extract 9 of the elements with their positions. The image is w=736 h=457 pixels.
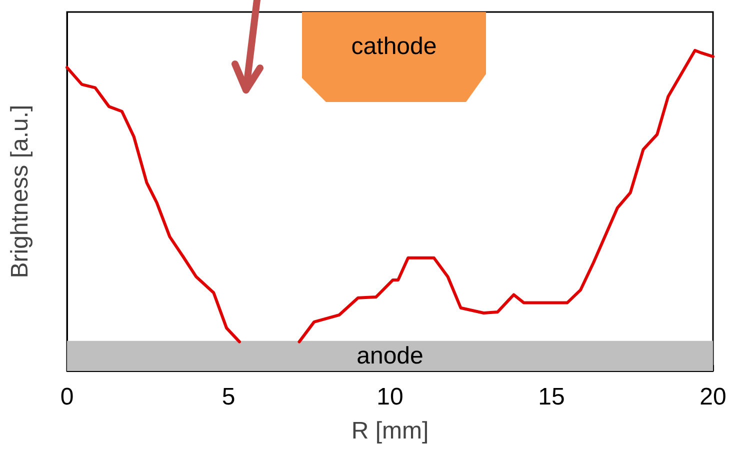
x-axis-title: R [mm] [351, 418, 429, 444]
y-axis-title: Brightness [a.u.] [6, 104, 34, 278]
x-tick-label: 5 [222, 384, 236, 410]
x-tick-label: 20 [700, 384, 726, 410]
x-tick-label: 15 [538, 384, 565, 410]
x-tick-label: 10 [376, 384, 404, 410]
x-tick-label: 0 [60, 384, 74, 410]
annotation: cathode [350, 33, 438, 61]
band-label: anode [356, 342, 424, 370]
